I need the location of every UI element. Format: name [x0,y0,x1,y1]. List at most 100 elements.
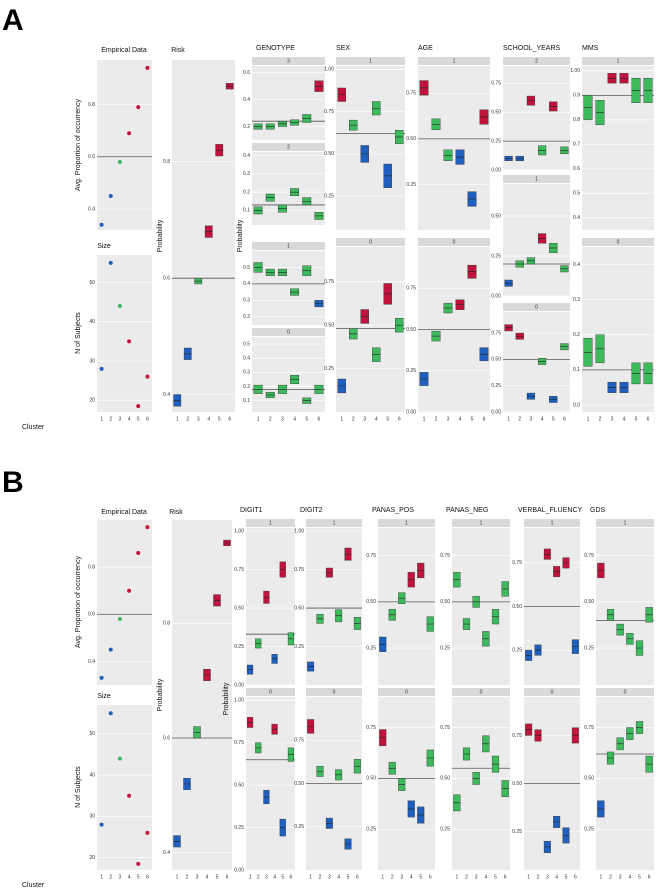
facet-label: 0 [405,689,408,695]
plot-background [172,60,235,412]
x-tick-label: 2 [391,874,394,880]
point [117,160,122,164]
y-tick-label: 0.75 [406,286,416,292]
plot-background [596,697,654,870]
x-tick-label: 6 [356,874,359,880]
x-tick-label: 3 [281,416,284,422]
facet-strip [503,57,570,65]
plot-background [452,528,510,685]
x-tick-label: 1 [587,416,590,422]
x-tick-label: 3 [265,874,268,880]
y-tick-label: 0.75 [324,279,334,285]
x-tick-label: 1 [176,874,179,880]
x-tick-label: 2 [109,416,112,422]
facet-label: 1 [480,520,483,526]
y-tick-label: 0.2 [243,189,250,195]
x-tick-label: 3 [475,874,478,880]
y-tick-label: 0.00 [234,867,244,873]
y-tick-label: 0.4 [243,153,250,159]
y-tick-label: 0.1 [243,398,250,404]
plot-background [246,528,295,685]
point [145,374,150,379]
y-tick-label: 0.9 [573,93,580,99]
y-tick-label: 0.25 [294,824,304,830]
facet-label: 0 [333,689,336,695]
y-tick-label: 0.50 [406,327,416,333]
y-tick-label: 0.5 [243,265,250,271]
x-tick-label: 6 [504,874,507,880]
y-tick-label: 0.4 [573,215,580,221]
y-tick-label: 0.75 [234,567,244,573]
x-tick-label: 1 [249,874,252,880]
y-tick-label: 0.8 [88,102,95,108]
y-tick-label: 0.50 [294,781,304,787]
facet-strip [418,238,490,246]
y-tick-label: 0.50 [440,599,450,605]
x-axis-label: Cluster [22,424,45,431]
y-tick-label: 0.5 [243,341,250,347]
y-tick-label: 0.5 [573,191,580,197]
x-tick-label: 2 [435,416,438,422]
y-tick-label: 0.4 [88,206,95,212]
chart-title: Risk [171,47,185,54]
y-tick-label: 0.8 [573,117,580,123]
x-tick-label: 2 [269,416,272,422]
x-tick-label: 6 [398,416,401,422]
y-tick-label: 0.0 [573,402,580,408]
y-tick-label: 1.00 [570,68,580,74]
x-tick-label: 1 [381,874,384,880]
plot-background [378,528,435,685]
facet-strip [252,143,325,151]
point [117,756,122,761]
y-tick-label: 0.25 [491,383,501,389]
y-tick-label: 0.50 [234,783,244,789]
x-tick-label: 4 [206,874,209,880]
y-tick-label: 0.1 [243,208,250,214]
facet-label: 0 [480,689,483,695]
y-tick-label: 0.75 [584,553,594,559]
facet-label: 0 [535,304,538,310]
y-tick-label: 0.50 [366,599,376,605]
plot-background [452,697,510,870]
chart-title: Empirical Data [101,47,147,54]
y-tick-label: 0.6 [88,154,95,160]
plot-background [336,247,405,412]
facet-strip [336,57,405,65]
chart-title: GDS [590,507,606,514]
x-tick-label: 2 [319,874,322,880]
x-tick-label: 6 [226,874,229,880]
y-tick-label: 0.3 [243,298,250,304]
y-tick-label: 40 [89,772,95,778]
facet-strip [524,688,580,696]
chart-title: VERBAL_FLUENCY [518,507,583,514]
panel-label: A [2,4,24,37]
x-tick-label: 1 [176,416,179,422]
x-tick-label: 3 [196,874,199,880]
x-tick-label: 6 [483,416,486,422]
y-tick-label: 0.3 [573,297,580,303]
y-tick-label: 0.00 [491,293,501,299]
y-tick-label: 0.4 [243,281,250,287]
x-tick-label: 2 [186,416,189,422]
facet-label: 0 [617,239,620,245]
point [136,861,141,866]
y-tick-label: 0.75 [584,725,594,731]
y-tick-label: 0.2 [573,332,580,338]
y-tick-label: 0.25 [234,825,244,831]
x-tick-label: 4 [337,874,340,880]
plot-background [97,255,152,412]
point [127,588,132,593]
x-tick-label: 4 [555,874,558,880]
y-tick-label: 0.75 [440,553,450,559]
y-tick-label: 0.50 [512,604,522,610]
x-tick-label: 4 [207,416,210,422]
y-tick-label: 0.25 [491,253,501,259]
x-tick-label: 3 [611,416,614,422]
y-tick-label: 0.6 [243,70,250,76]
x-tick-label: 6 [648,874,651,880]
x-tick-label: 5 [565,874,568,880]
y-tick-label: 0.3 [243,171,250,177]
x-tick-label: 2 [352,416,355,422]
y-axis-label: Probability [157,678,164,711]
y-tick-label: 0.25 [512,829,522,835]
